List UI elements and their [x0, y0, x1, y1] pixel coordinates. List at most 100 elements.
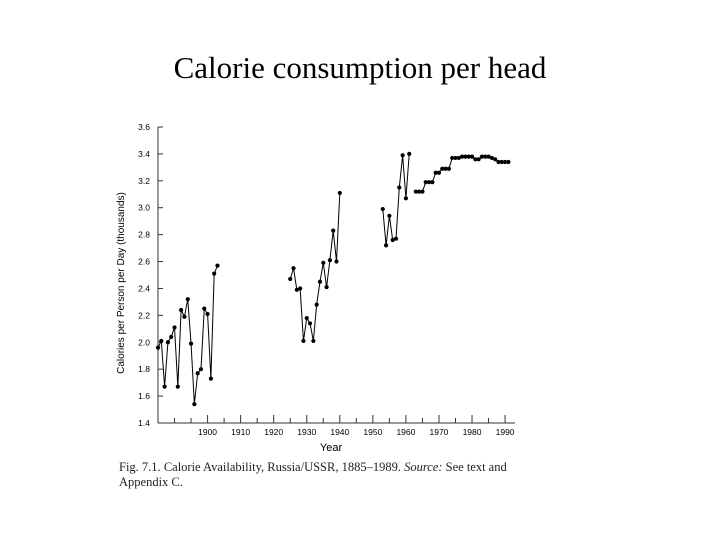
data-point [159, 338, 164, 344]
data-point [413, 189, 418, 194]
data-point [205, 311, 210, 317]
figure-caption: Fig. 7.1. Calorie Availability, Russia/U… [119, 460, 519, 490]
data-point [324, 285, 329, 290]
data-point [185, 297, 190, 302]
data-point [390, 237, 395, 243]
data-point [301, 338, 306, 344]
data-point [397, 185, 402, 190]
data-point [456, 155, 461, 161]
y-tick-label: 3.2 [138, 176, 150, 186]
data-point [387, 213, 392, 218]
x-tick-label: 1950 [363, 427, 382, 437]
data-point [383, 243, 389, 248]
data-point [215, 263, 220, 268]
series-line-segment-1 [157, 265, 218, 405]
series-line-segment-4 [415, 156, 509, 193]
data-point [420, 189, 425, 194]
data-point [321, 260, 326, 265]
data-point [493, 157, 498, 162]
caption-fig-label: Fig. 7.1. [119, 460, 161, 474]
data-point [182, 314, 187, 319]
y-tick-label: 3.0 [138, 203, 150, 213]
data-point [417, 189, 422, 194]
data-point [304, 315, 309, 321]
data-point [433, 170, 438, 175]
data-point [430, 180, 435, 185]
data-point [165, 340, 171, 345]
data-point [208, 376, 213, 381]
data-point [450, 155, 455, 161]
data-point [337, 190, 342, 196]
data-point [188, 341, 194, 346]
series-line-segment-2 [289, 192, 341, 342]
data-point [446, 166, 451, 171]
caption-main: Calorie Availability, Russia/USSR, 1885–… [163, 460, 401, 474]
x-tick-label: 1920 [264, 427, 283, 437]
data-point [202, 306, 207, 311]
data-point [466, 154, 471, 159]
data-point [403, 196, 409, 201]
y-tick-label: 1.6 [138, 391, 150, 401]
data-point [307, 321, 313, 326]
data-point [499, 159, 504, 165]
data-point [443, 166, 448, 171]
y-axis-label: Calories per Person per Day (thousands) [116, 192, 127, 374]
y-tick-label: 2.4 [138, 283, 150, 293]
data-point [453, 155, 458, 161]
x-tick-label: 1980 [463, 427, 482, 437]
data-point [331, 228, 336, 233]
data-point [162, 384, 167, 389]
x-tick-label: 1910 [231, 427, 250, 437]
y-tick-label: 2.8 [138, 230, 150, 240]
y-tick-label: 1.4 [138, 418, 150, 428]
x-axis-label: Year [320, 442, 343, 454]
data-point [298, 286, 303, 291]
x-tick-label: 1900 [198, 427, 217, 437]
data-point [314, 302, 319, 307]
data-point [393, 236, 399, 241]
data-point [506, 159, 511, 165]
data-point [327, 258, 332, 263]
data-point [436, 170, 442, 175]
x-tick-label: 1970 [430, 427, 449, 437]
data-point [294, 287, 299, 292]
data-point [460, 154, 465, 159]
caption-source-text: See text and Appendix C. [119, 460, 507, 489]
data-point [334, 259, 339, 264]
x-tick-label: 1930 [297, 427, 316, 437]
data-point [489, 155, 494, 161]
data-point [169, 334, 174, 339]
data-point [400, 153, 405, 158]
data-point [476, 157, 481, 162]
data-point [212, 271, 217, 276]
data-point [175, 384, 180, 389]
data-point [463, 154, 468, 159]
data-point [423, 180, 428, 185]
data-point [483, 154, 488, 159]
data-point [479, 154, 485, 159]
data-point [317, 279, 323, 284]
data-point [291, 266, 296, 271]
data-point [179, 307, 184, 313]
data-point [440, 166, 445, 171]
y-tick-label: 2.2 [138, 310, 150, 320]
y-tick-label: 1.8 [138, 364, 150, 374]
data-point [192, 402, 197, 407]
data-point [486, 154, 491, 159]
y-tick-label: 3.4 [138, 149, 150, 159]
data-point [172, 325, 177, 330]
data-point [502, 159, 508, 165]
data-point [155, 345, 161, 350]
data-point [288, 276, 293, 282]
data-point [311, 338, 316, 344]
x-tick-label: 1960 [396, 427, 415, 437]
y-tick-label: 2.6 [138, 257, 150, 267]
x-tick-label: 1990 [496, 427, 515, 437]
data-point [195, 371, 200, 376]
data-point [469, 154, 475, 159]
data-point [496, 159, 501, 165]
data-point [198, 367, 204, 372]
x-tick-label: 1940 [330, 427, 349, 437]
data-point [426, 180, 432, 185]
